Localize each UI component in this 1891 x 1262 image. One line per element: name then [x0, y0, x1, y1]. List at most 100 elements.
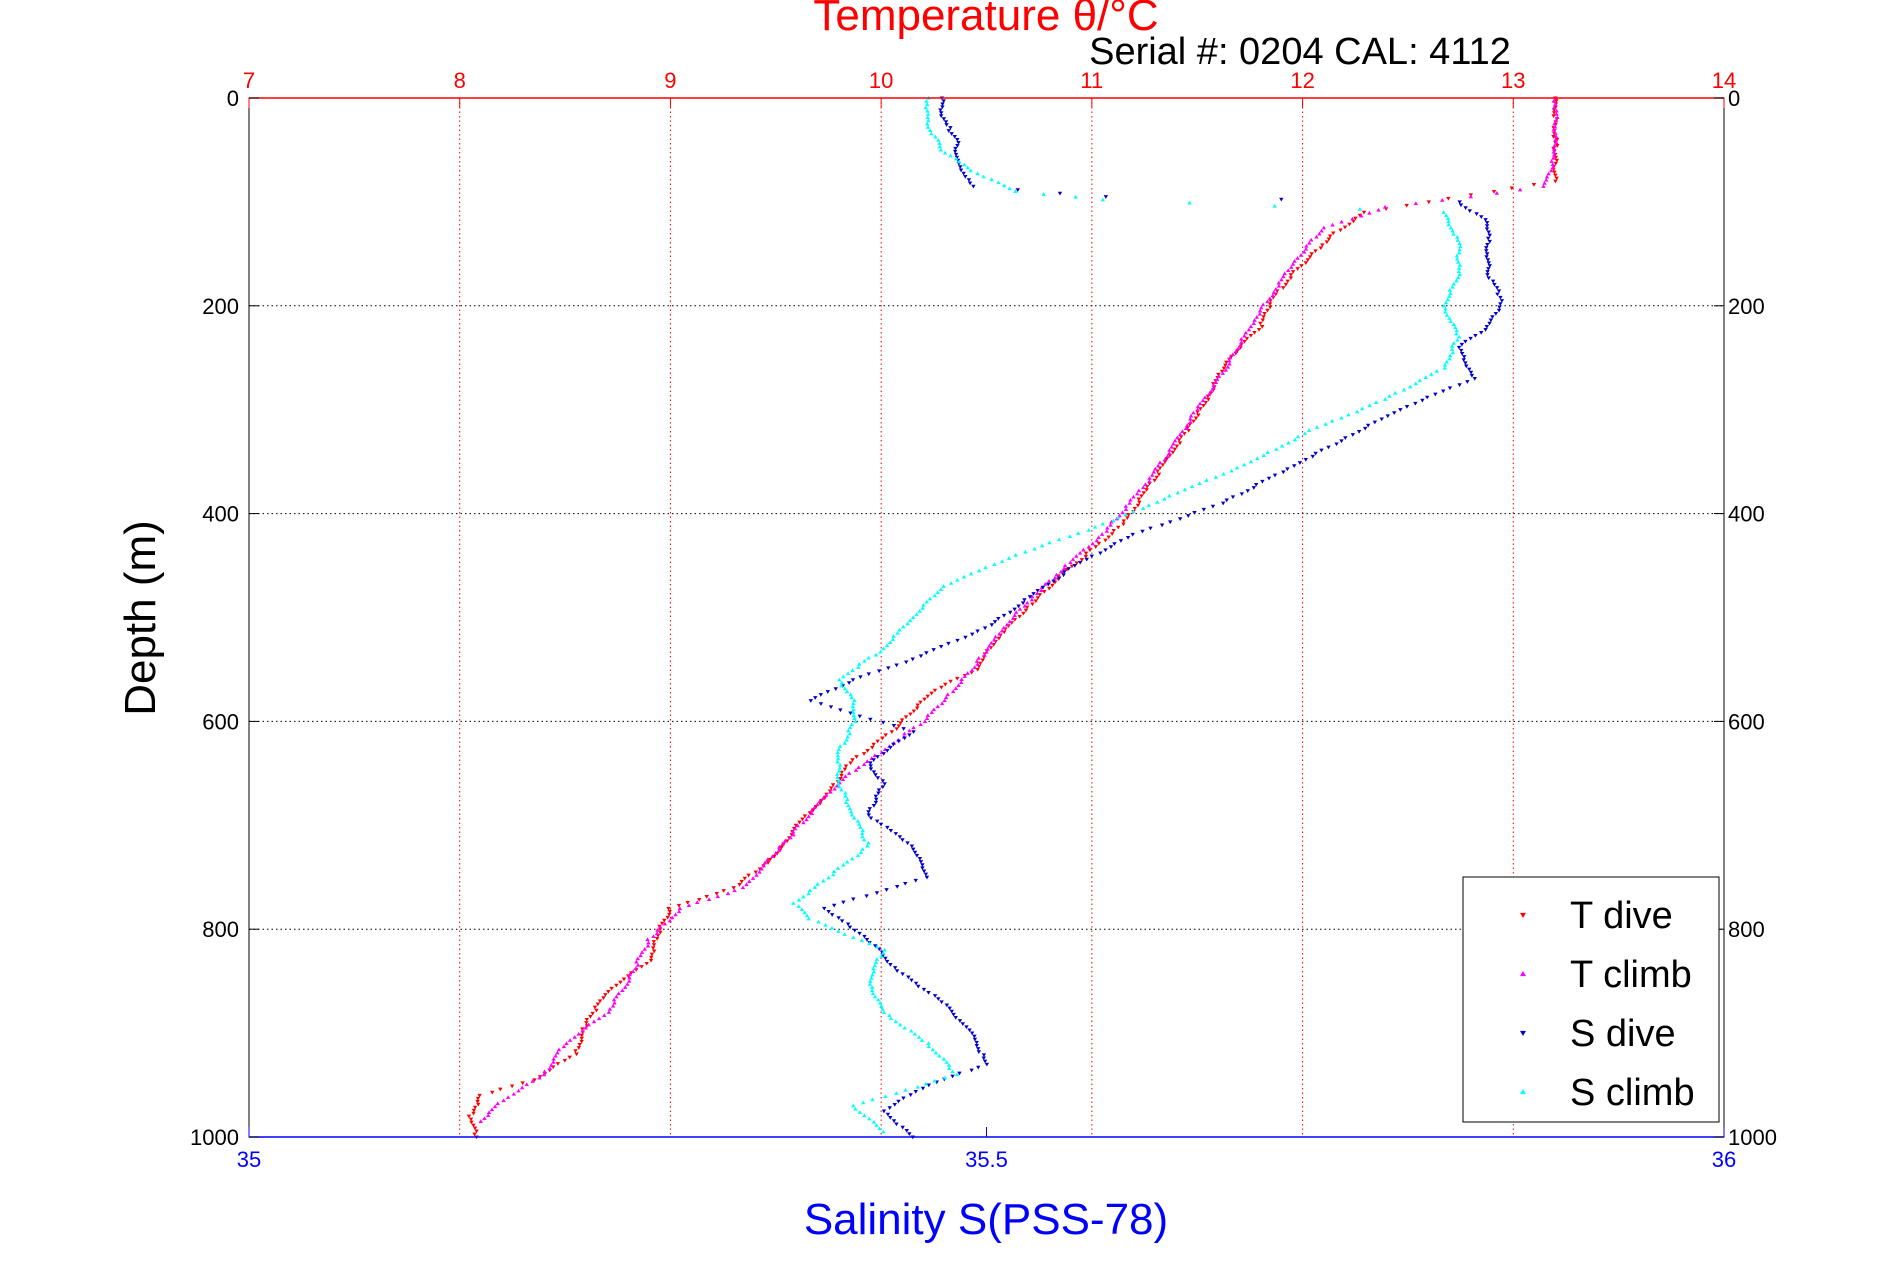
data-point [1488, 318, 1494, 323]
data-point [843, 790, 848, 795]
data-point [835, 750, 840, 755]
data-point [1112, 542, 1117, 546]
data-point [1404, 203, 1409, 208]
data-point [1531, 183, 1537, 187]
data-point [639, 950, 645, 954]
data-point [1552, 124, 1558, 129]
data-point [1151, 469, 1157, 474]
data-point [549, 1063, 554, 1067]
data-point [868, 717, 873, 722]
data-point [873, 800, 879, 805]
data-point [942, 150, 948, 155]
data-point [1339, 219, 1344, 224]
data-point [482, 1116, 487, 1120]
data-point [843, 764, 849, 769]
data-point [974, 659, 980, 663]
data-point [1214, 377, 1220, 381]
data-point [962, 674, 967, 678]
data-point [625, 982, 630, 986]
data-point [848, 809, 854, 814]
data-point [1260, 325, 1265, 329]
data-point [1227, 358, 1232, 363]
data-point [1230, 352, 1236, 357]
data-point [1213, 475, 1219, 479]
data-point [1022, 598, 1027, 603]
data-point [1013, 189, 1018, 194]
data-point [967, 181, 973, 186]
data-point [648, 958, 654, 963]
data-point [1459, 342, 1465, 347]
data-point [1260, 318, 1265, 323]
data-point [893, 1019, 898, 1024]
data-point [645, 937, 650, 942]
data-point [1490, 279, 1496, 284]
data-point [1542, 180, 1547, 185]
data-point [1054, 572, 1059, 577]
data-point [976, 1065, 981, 1070]
data-point [654, 937, 660, 941]
data-point [1200, 398, 1206, 403]
data-point [586, 1022, 591, 1027]
data-point [1552, 146, 1557, 151]
data-point [592, 1005, 598, 1010]
data-point [837, 765, 842, 770]
data-point [1479, 330, 1484, 335]
data-point [849, 695, 854, 700]
data-point [850, 668, 855, 673]
data-point [875, 755, 880, 759]
data-point [1123, 507, 1129, 511]
data-point [1553, 131, 1558, 135]
chart-subtitle: Serial #: 0204 CAL: 4112 [1089, 31, 1511, 73]
data-point [847, 806, 853, 811]
data-point [1295, 267, 1300, 271]
data-point [850, 758, 855, 763]
data-point [1285, 268, 1291, 273]
data-point [1285, 467, 1290, 472]
data-point [831, 903, 837, 908]
data-point [908, 712, 913, 717]
data-point [770, 854, 775, 859]
data-point [955, 577, 960, 582]
data-point [918, 722, 923, 727]
salinity-tick-label: 36 [1712, 1147, 1736, 1172]
data-point [938, 645, 944, 649]
data-point [896, 724, 901, 729]
data-point [836, 916, 841, 920]
data-point [1283, 282, 1289, 287]
data-point [897, 835, 903, 839]
data-point [1549, 168, 1554, 173]
legend-items: T dive T climb S dive S climb [1520, 895, 1695, 1114]
data-point [603, 993, 608, 997]
data-point [1485, 273, 1490, 277]
data-point [1385, 414, 1390, 419]
data-point [856, 765, 861, 769]
data-point [916, 984, 921, 989]
data-point [1072, 564, 1078, 568]
data-point [959, 680, 964, 684]
data-point [894, 1122, 899, 1127]
data-point [651, 940, 657, 944]
data-point [1147, 476, 1152, 480]
data-point [851, 701, 856, 706]
data-point [929, 691, 934, 696]
data-point [759, 866, 764, 871]
data-point [924, 716, 930, 720]
data-point [1056, 576, 1062, 581]
data-point [1401, 387, 1407, 392]
data-point [953, 1015, 958, 1020]
data-point [1456, 266, 1462, 270]
data-point [1174, 444, 1180, 449]
data-point [888, 962, 893, 967]
data-point [854, 755, 859, 759]
data-point [1281, 274, 1286, 279]
data-point [923, 1081, 929, 1086]
data-point [1135, 491, 1140, 496]
data-point [1443, 306, 1448, 311]
data-point [1008, 610, 1013, 615]
data-point [1353, 216, 1358, 221]
data-point [868, 978, 873, 983]
data-point [881, 646, 886, 651]
data-point [808, 699, 813, 703]
data-point [1445, 216, 1451, 221]
data-point [865, 748, 870, 753]
